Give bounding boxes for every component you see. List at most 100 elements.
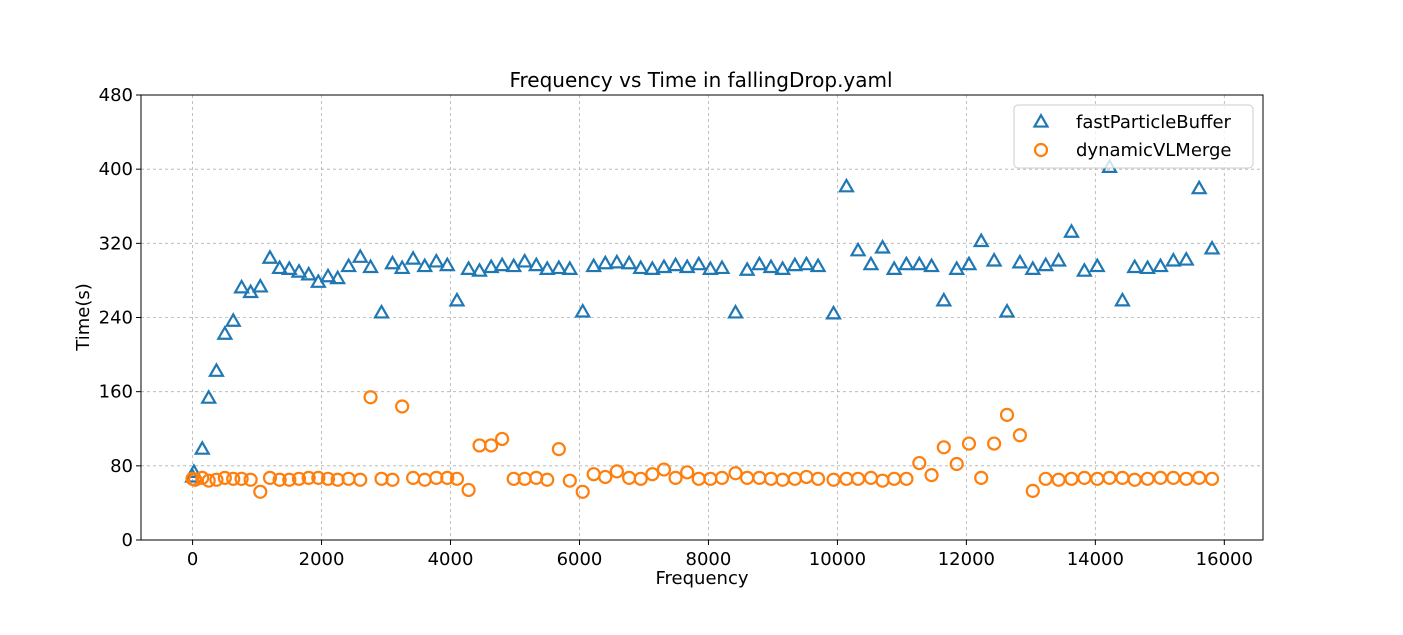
x-tick-label: 8000 [686, 549, 732, 570]
data-point [271, 259, 289, 275]
data-point [280, 260, 298, 275]
data-point [195, 470, 210, 485]
data-point [340, 257, 358, 273]
data-point [226, 471, 241, 486]
data-point [1038, 471, 1053, 486]
data-point [786, 256, 804, 272]
data-point [253, 484, 268, 499]
data-point [985, 251, 1003, 267]
data-point [727, 303, 744, 319]
legend: fastParticleBuffer dynamicVLMerge [1013, 104, 1254, 169]
data-point [472, 438, 487, 453]
data-point [775, 472, 790, 487]
data-point [885, 260, 903, 275]
data-point [645, 467, 660, 482]
data-point [999, 407, 1015, 422]
data-point [1152, 257, 1169, 273]
data-point [1166, 470, 1181, 485]
data-point [633, 471, 648, 486]
data-point [680, 465, 695, 480]
data-point [272, 472, 287, 487]
data-point [875, 473, 890, 488]
data-point [740, 470, 755, 485]
data-point [899, 471, 914, 486]
data-point [863, 470, 879, 485]
data-point [609, 464, 624, 479]
data-point [201, 473, 216, 488]
data-point [1204, 471, 1220, 486]
y-tick-label: 0 [122, 530, 133, 551]
data-point [1153, 470, 1168, 485]
x-tick-label: 10000 [809, 549, 866, 570]
x-tick-label: 12000 [938, 549, 995, 570]
data-point [887, 471, 902, 486]
data-point [482, 258, 500, 274]
data-point [208, 362, 225, 377]
y-tick-label: 320 [99, 233, 133, 254]
data-point [998, 302, 1016, 318]
chart-title: Frequency vs Time in fallingDrop.yaml [509, 68, 892, 92]
data-point [574, 302, 592, 318]
data-point [301, 470, 316, 485]
data-point [1090, 471, 1105, 486]
data-point [385, 472, 400, 487]
data-point [384, 254, 401, 270]
data-point [440, 470, 455, 485]
data-point [575, 484, 590, 499]
data-point [406, 470, 421, 485]
x-axis-label: Frequency [656, 568, 749, 589]
data-point [373, 303, 390, 319]
x-tick-label: 0 [187, 549, 198, 570]
data-point [701, 260, 719, 275]
data-point [620, 254, 638, 270]
data-point [1051, 472, 1066, 487]
data-point [862, 255, 880, 271]
data-point [188, 472, 203, 487]
data-point [427, 252, 445, 268]
series-circles [185, 390, 1220, 499]
data-point [643, 260, 661, 275]
data-point [351, 248, 369, 263]
data-point [243, 472, 258, 487]
data-point [910, 255, 928, 271]
data-point [787, 471, 802, 486]
data-point [234, 471, 249, 486]
data-point [838, 177, 855, 193]
data-point [300, 265, 318, 281]
y-tick-label: 160 [99, 382, 133, 403]
data-point [362, 258, 379, 274]
data-point [1037, 256, 1055, 272]
data-point [799, 469, 814, 485]
x-tick-label: 4000 [428, 549, 474, 570]
data-point [484, 438, 499, 453]
data-point [1075, 262, 1093, 277]
y-tick-label: 240 [99, 308, 133, 329]
data-point [290, 263, 308, 278]
data-point [185, 463, 203, 478]
data-point [217, 470, 232, 485]
data-point [668, 470, 683, 485]
data-point [460, 260, 477, 275]
data-point [850, 471, 866, 486]
x-tick-label: 14000 [1067, 549, 1124, 570]
data-point [329, 269, 347, 285]
data-point [622, 470, 637, 485]
data-point [216, 325, 234, 340]
data-point [691, 471, 706, 486]
data-point [762, 258, 780, 274]
data-point [1114, 291, 1131, 307]
data-point [449, 471, 465, 486]
data-point [393, 259, 411, 275]
data-point [1127, 472, 1142, 487]
data-point [608, 253, 626, 269]
x-axis: 0 2000 4000 6000 8000 10000 12000 14000 16000 [187, 540, 1253, 570]
data-point [923, 257, 940, 273]
data-point [961, 436, 977, 451]
data-point [948, 260, 966, 275]
data-point [656, 462, 672, 477]
y-tick-label: 400 [99, 159, 133, 180]
data-point [750, 255, 768, 271]
data-point [972, 232, 990, 248]
data-point [849, 241, 867, 257]
